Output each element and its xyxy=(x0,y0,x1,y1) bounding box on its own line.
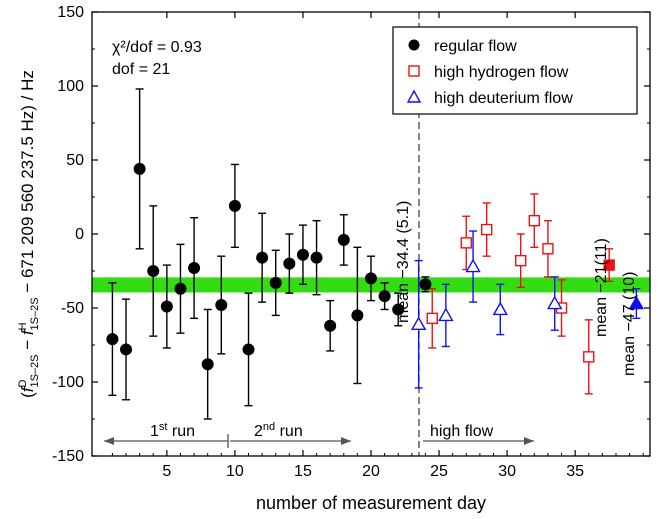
data-point-circle-pt-16 xyxy=(324,319,337,332)
legend-label-hydrogen: high hydrogen flow xyxy=(434,64,569,81)
mean-regular-label: mean −34.4 (5.1) xyxy=(395,201,412,323)
data-point-circle-pt-12 xyxy=(269,276,282,289)
x-tick-label-35: 35 xyxy=(566,463,584,480)
y-label-sub-1: 1S–2S xyxy=(29,355,41,388)
legend-label-deuterium: high deuterium flow xyxy=(434,90,573,107)
x-axis-label: number of measurement day xyxy=(256,493,486,513)
data-point-square-pt-4 xyxy=(528,214,541,227)
legend: regular flow high hydrogen flow high deu… xyxy=(392,26,638,115)
data-point-triangle-pt-3 xyxy=(492,301,508,316)
data-point-square-pt-5 xyxy=(542,243,554,255)
data-point-circle-pt-21 xyxy=(392,303,405,316)
legend-marker-regular xyxy=(408,39,420,51)
data-point-circle-pt-8 xyxy=(215,299,228,312)
error-bar-layer xyxy=(108,88,641,420)
data-point-square-pt-1 xyxy=(460,237,472,249)
data-point-triangle-pt-2 xyxy=(465,258,481,273)
y-label-sup-d: D xyxy=(17,379,29,387)
x-tick-label-25: 25 xyxy=(430,463,448,480)
y-tick-label-150: 150 xyxy=(57,4,84,21)
data-point-triangle-pt-4 xyxy=(547,295,563,310)
legend-marker-hydrogen xyxy=(408,65,420,77)
legend-box xyxy=(392,26,638,115)
x-tick-label-5: 5 xyxy=(162,463,171,480)
data-point-circle-pt-14 xyxy=(296,248,309,261)
x-tick-label-20: 20 xyxy=(362,463,380,480)
x-tick-label-15: 15 xyxy=(294,463,312,480)
data-point-circle-pt-17 xyxy=(337,233,350,246)
y-label-minus: − xyxy=(18,335,37,354)
data-point-triangle-mean-0 xyxy=(628,295,645,310)
data-point-circle-pt-11 xyxy=(256,251,269,264)
data-point-circle-pt-13 xyxy=(283,257,296,270)
data-point-square-pt-0 xyxy=(426,312,438,325)
data-point-circle-pt-1 xyxy=(120,343,133,356)
legend-label-regular: regular flow xyxy=(434,38,517,55)
y-label-tail: − 671 209 560 237.5 Hz) / Hz xyxy=(18,70,37,297)
x-tick-label-10: 10 xyxy=(226,463,244,480)
data-point-circle-pt-3 xyxy=(147,265,160,277)
high-flow-arrow: high flow xyxy=(423,423,534,445)
y-label-sub-2: 1S–2S xyxy=(29,297,41,330)
data-point-circle-pt-10 xyxy=(242,343,255,356)
chi2-annotation: χ²/dof = 0.93 xyxy=(112,39,202,56)
run-1-arrow: 1st run xyxy=(104,421,229,448)
data-point-triangle-pt-1 xyxy=(438,307,454,322)
data-point-square-mean-0 xyxy=(603,259,615,271)
y-tick-label--100: -100 xyxy=(52,374,84,391)
data-point-circle-pt-9 xyxy=(228,199,241,212)
y-label-sup-h: H xyxy=(17,322,29,330)
run-2-arrow: 2nd run xyxy=(230,421,351,445)
data-point-circle-pt-4 xyxy=(160,300,173,313)
run-2-label: 2nd run xyxy=(254,421,303,440)
data-point-square-pt-3 xyxy=(515,254,527,267)
run-1-label: 1st run xyxy=(150,421,195,440)
x-tick-label-30: 30 xyxy=(498,463,516,480)
data-point-circle-pt-7 xyxy=(201,358,214,371)
data-point-circle-pt-0 xyxy=(106,333,119,346)
y-tick-label--150: -150 xyxy=(52,448,84,465)
y-axis-label: (fD1S–2S − fH1S–2S − 671 209 560 237.5 H… xyxy=(17,70,41,398)
data-point-circle-pt-20 xyxy=(378,290,391,303)
data-point-circle-pt-15 xyxy=(310,251,323,264)
y-tick-label-50: 50 xyxy=(66,152,84,169)
data-point-circle-pt-2 xyxy=(133,162,146,175)
y-label-f2: f xyxy=(18,328,37,335)
mean-d-label: mean −47 (10) xyxy=(621,271,638,376)
y-label-open: ( xyxy=(18,392,37,398)
data-point-circle-pt-6 xyxy=(188,262,201,275)
data-point-circle-pt-5 xyxy=(174,282,187,295)
data-point-square-pt-7 xyxy=(583,351,595,363)
high-flow-label: high flow xyxy=(430,423,494,440)
y-tick-label-0: 0 xyxy=(75,226,84,243)
dof-annotation: dof = 21 xyxy=(112,61,170,78)
y-tick-label--50: -50 xyxy=(61,300,84,317)
tick-layer: 5 10 15 20 25 30 35 -150 -100 -50 0 50 100 150 xyxy=(52,4,650,480)
data-point-circle-pt-18 xyxy=(351,309,364,322)
data-point-circle-pt-19 xyxy=(365,272,377,285)
data-point-circle-pt-22 xyxy=(419,278,432,291)
data-point-square-pt-2 xyxy=(480,223,493,236)
mean-h-label: mean −21(11) xyxy=(593,238,610,337)
legend-marker-deuterium xyxy=(406,89,422,103)
y-label-f1: f xyxy=(18,385,37,392)
y-tick-label-100: 100 xyxy=(57,78,84,95)
data-point-triangle-pt-0 xyxy=(410,316,427,330)
marker-layer xyxy=(106,162,645,371)
